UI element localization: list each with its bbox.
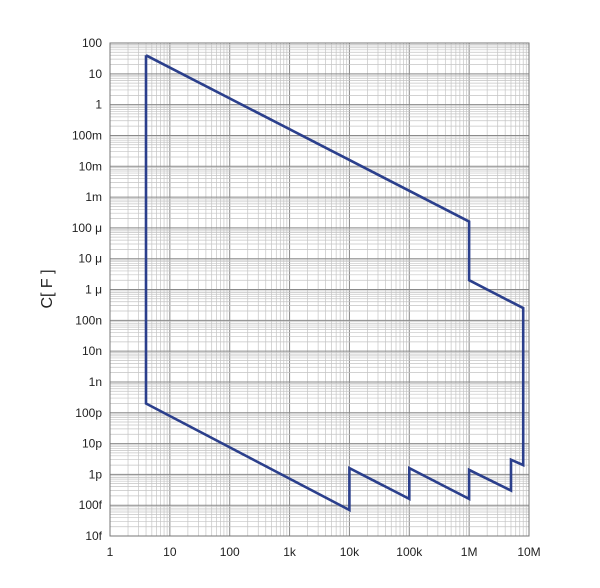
y-axis-label: C[ F ] [39, 269, 56, 308]
x-tick-label: 10 [163, 545, 177, 559]
y-tick-label: 10 μ [78, 252, 102, 266]
y-tick-label: 10n [82, 344, 102, 358]
y-tick-label: 100p [75, 406, 102, 420]
x-tick-label: 1k [283, 545, 297, 559]
y-tick-label: 100 [82, 36, 102, 50]
y-tick-label: 1 [95, 98, 102, 112]
y-tick-label: 1p [89, 467, 103, 481]
x-axis-ticks: 1 10 100 1k 10k 100k 1M 10M [107, 545, 541, 559]
y-tick-label: 1m [85, 190, 102, 204]
x-tick-label: 100k [396, 545, 423, 559]
x-tick-label: 1 [107, 545, 114, 559]
y-tick-label: 10f [85, 529, 102, 543]
x-tick-label: 10M [517, 545, 540, 559]
y-tick-label: 100m [72, 128, 102, 142]
plot-frame [109, 42, 530, 537]
y-tick-label: 100n [75, 313, 102, 327]
x-tick-label: 10k [340, 545, 360, 559]
series-group [144, 54, 525, 513]
x-tick-label: 1M [461, 545, 478, 559]
y-tick-label: 10p [82, 437, 102, 451]
y-tick-label: 1n [89, 375, 102, 389]
measurement-range-line [144, 54, 525, 513]
y-tick-label: 10m [79, 159, 102, 173]
y-tick-label: 10 [89, 67, 103, 81]
y-tick-label: 100f [79, 498, 103, 512]
y-tick-label: 100 μ [72, 221, 102, 235]
grid [109, 42, 530, 537]
x-tick-label: 100 [220, 545, 240, 559]
y-axis-ticks: 100 10 1 100m 10m 1m 100 μ 10 μ 1 μ 100n 10n 1n 100p… [72, 36, 103, 543]
y-tick-label: 1 μ [85, 283, 102, 297]
